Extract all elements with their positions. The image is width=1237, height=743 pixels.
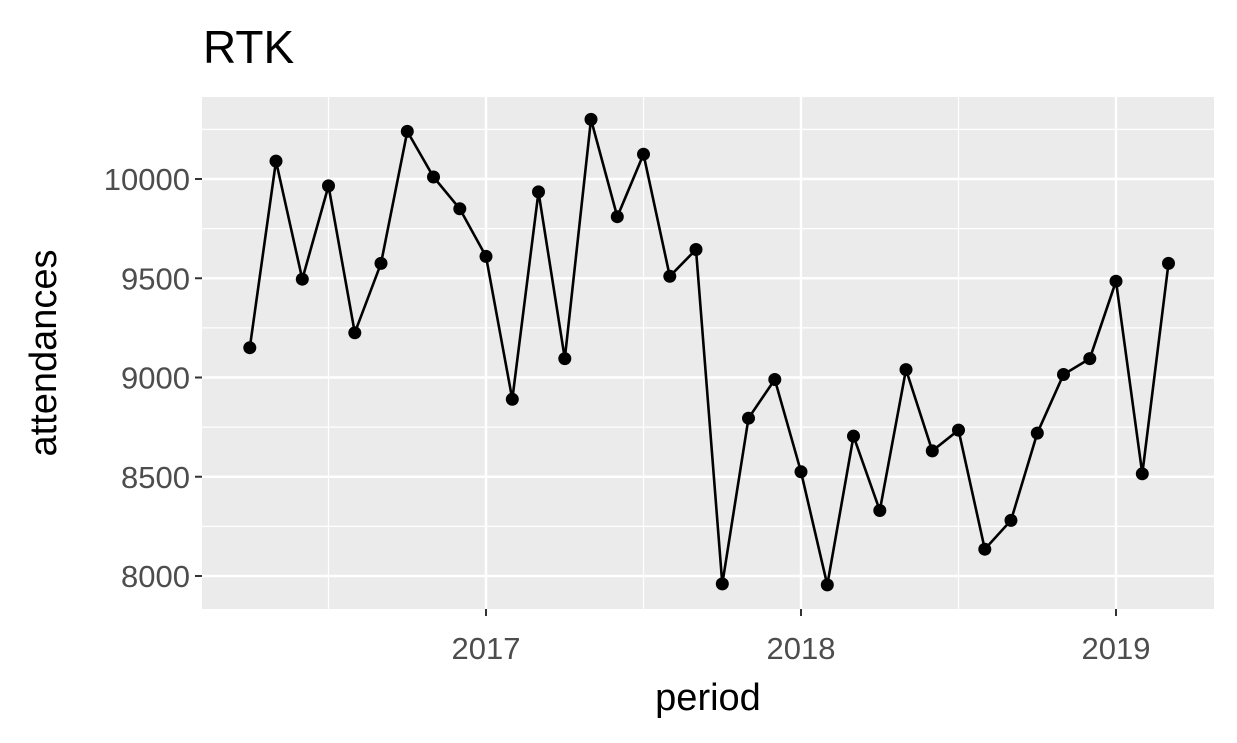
x-tick-label: 2018 [767, 631, 836, 666]
y-tick-label: 10000 [104, 162, 190, 197]
y-axis-title: attendances [23, 249, 65, 456]
data-point [663, 269, 677, 283]
series-line [248, 119, 1170, 586]
x-tick-label: 2019 [1082, 631, 1151, 666]
data-point [479, 249, 493, 263]
data-point [558, 352, 572, 366]
x-tick-label: 2017 [452, 631, 521, 666]
data-point [269, 154, 283, 168]
y-tick-label: 8500 [121, 460, 190, 495]
data-point [584, 112, 598, 126]
data-point [1162, 256, 1175, 270]
data-point [505, 392, 519, 406]
data-point [400, 124, 414, 138]
data-point [1109, 274, 1123, 288]
data-point [427, 170, 440, 184]
plot-panel [202, 97, 1214, 609]
data-point [322, 179, 335, 193]
y-axis: 8000 8500 9000 9500 10000 [104, 162, 202, 594]
data-point [742, 411, 755, 425]
y-tick-label: 9500 [121, 261, 190, 296]
y-tick-label: 8000 [121, 559, 190, 594]
data-point [899, 363, 913, 377]
data-point [610, 210, 624, 224]
data-point [689, 243, 703, 256]
data-point [532, 185, 545, 199]
data-point [978, 542, 992, 556]
data-point [847, 429, 860, 443]
data-point [243, 341, 257, 355]
chart-title: RTK [203, 21, 294, 73]
data-point [1135, 467, 1149, 481]
data-points [243, 112, 1175, 592]
data-point [1030, 426, 1044, 440]
major-gridlines [202, 97, 1214, 609]
y-tick-label: 9000 [121, 361, 190, 396]
x-axis-title: period [655, 677, 761, 719]
data-point [768, 373, 782, 386]
data-point [794, 465, 808, 479]
data-point [348, 326, 362, 340]
data-point [715, 577, 729, 591]
data-point [295, 272, 309, 286]
x-axis: 2017 2018 2019 [452, 609, 1151, 666]
data-point [1057, 368, 1070, 381]
data-point [925, 444, 939, 458]
data-point [873, 504, 887, 517]
data-point [820, 578, 834, 592]
data-point [637, 147, 650, 161]
data-point [1004, 513, 1018, 527]
data-point [453, 202, 467, 216]
data-point [952, 423, 965, 437]
data-point [1083, 352, 1097, 366]
data-point [374, 256, 388, 270]
